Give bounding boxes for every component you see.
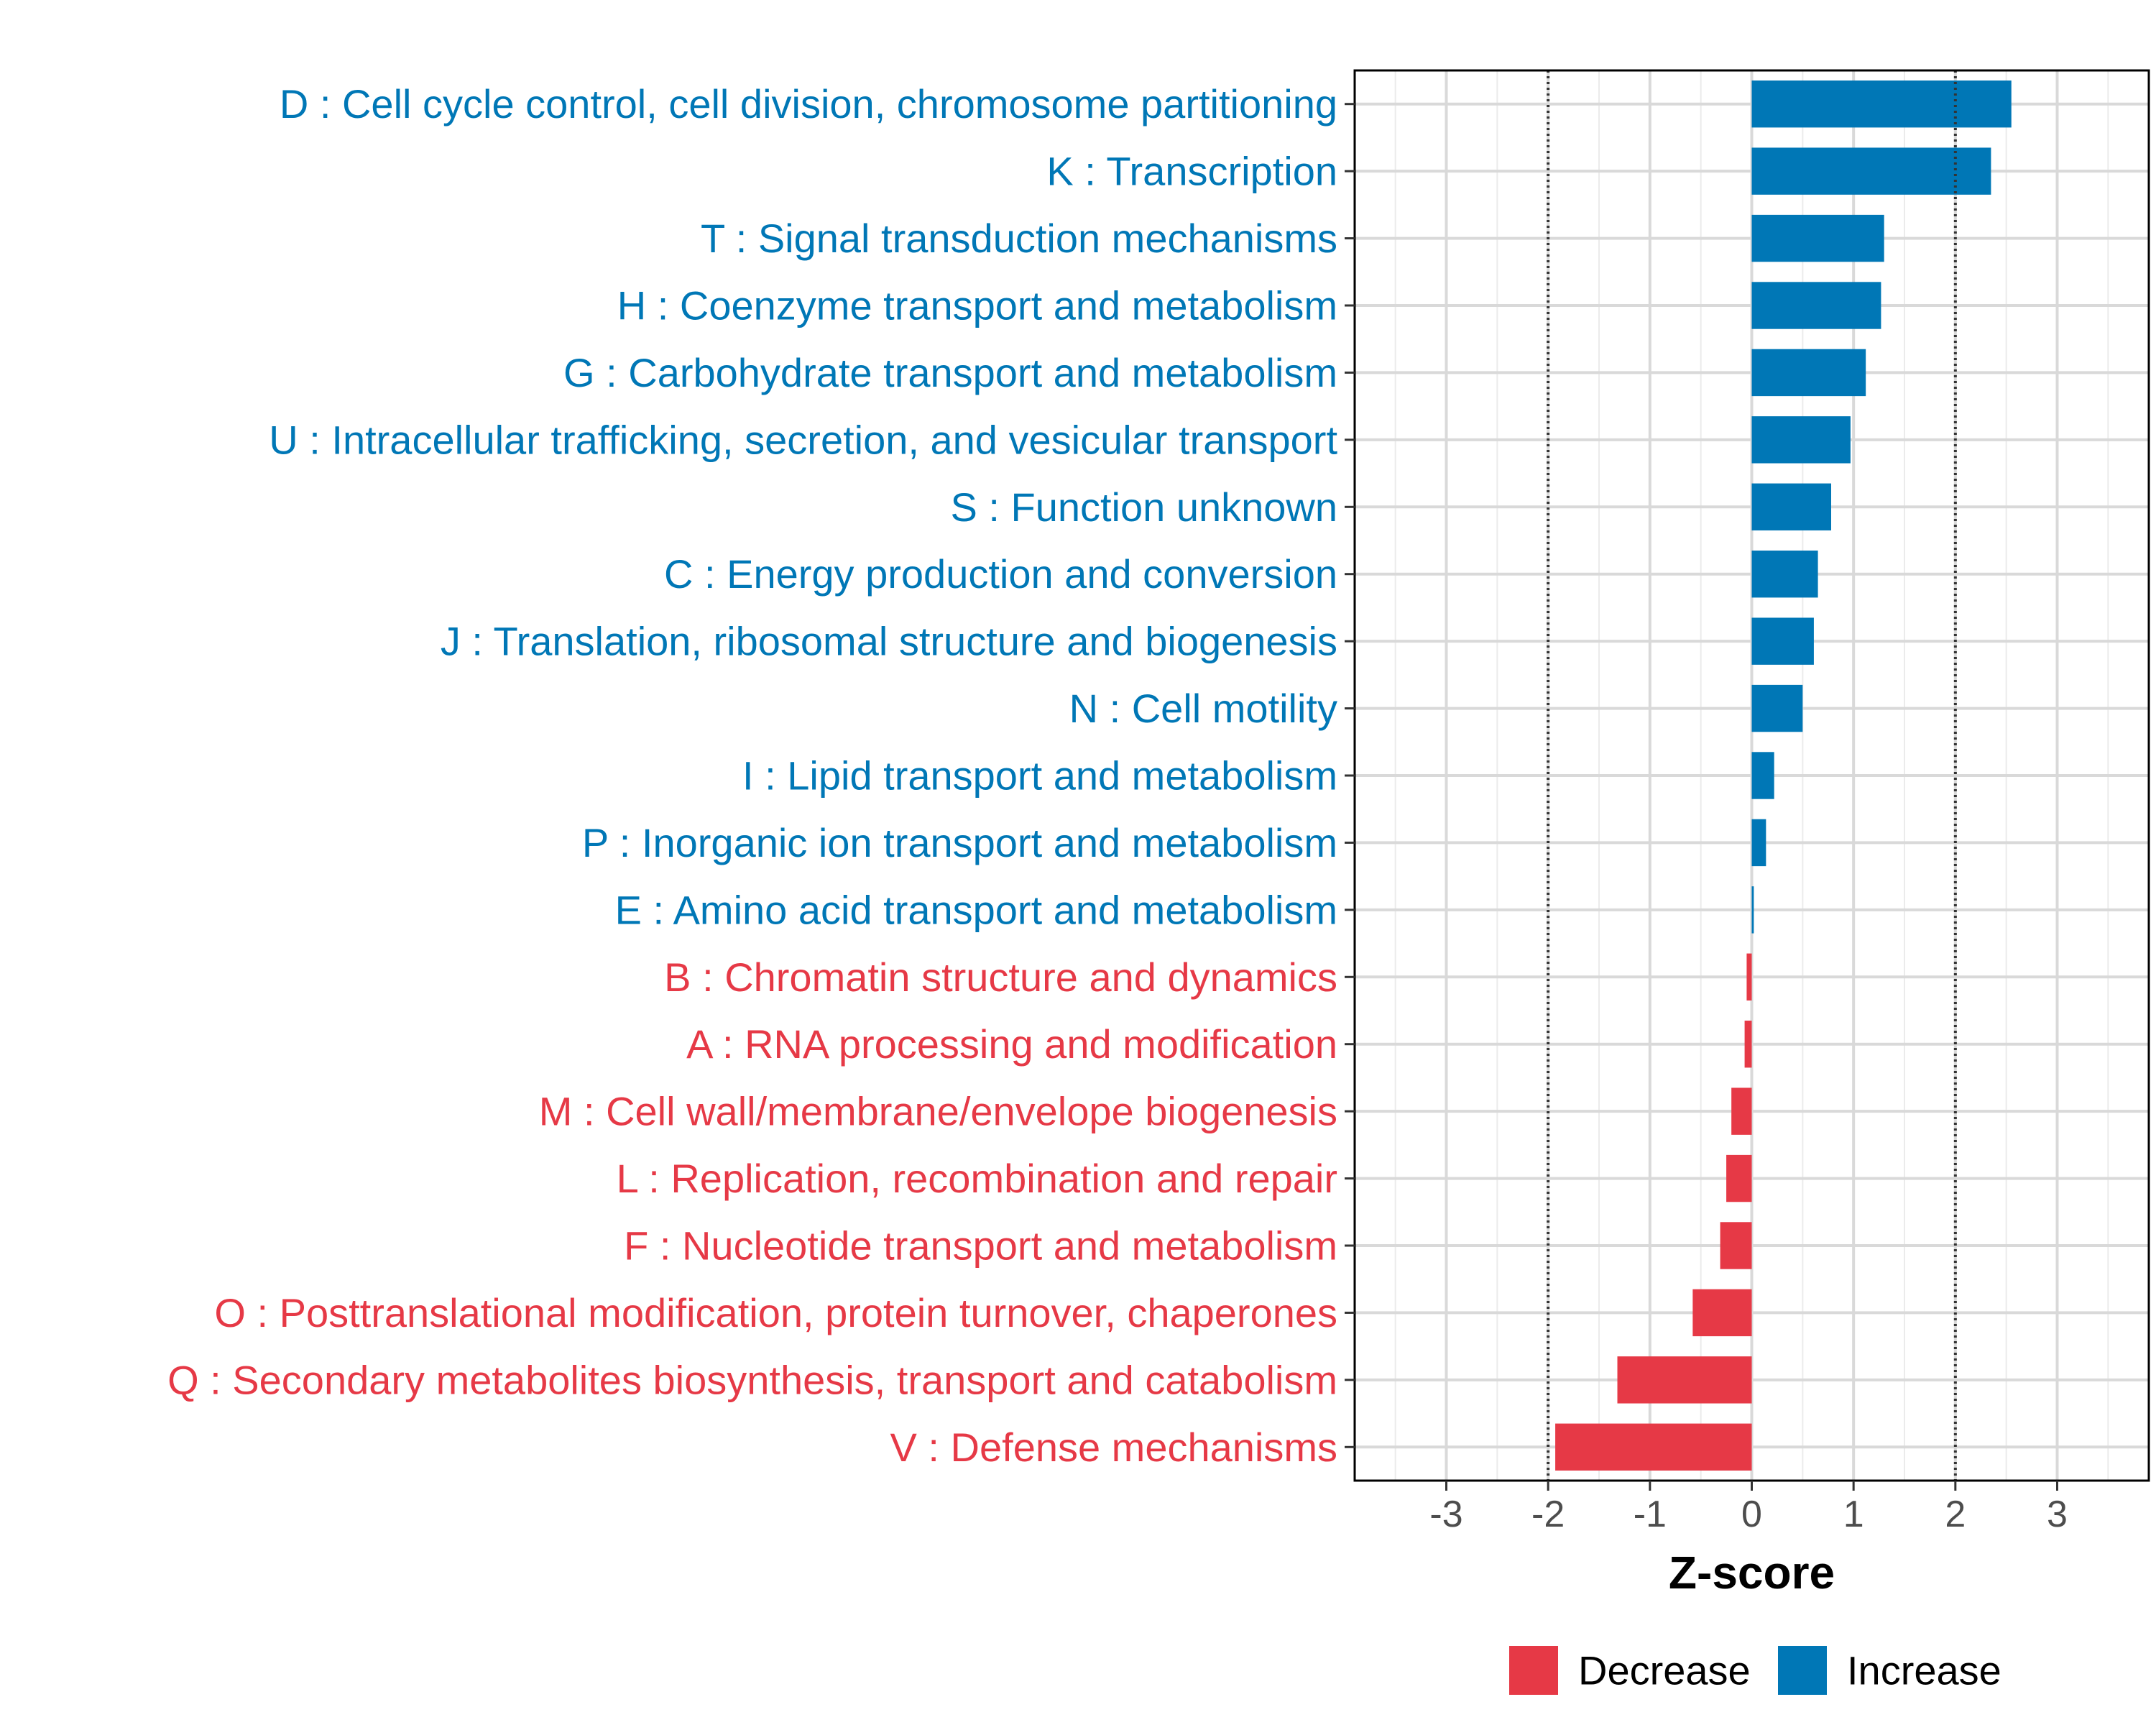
category-label: D : Cell cycle control, cell division, c… — [280, 81, 1337, 126]
category-label: P : Inorganic ion transport and metaboli… — [582, 820, 1337, 865]
category-label: K : Transcription — [1046, 149, 1337, 194]
category-label: Q : Secondary metabolites biosynthesis, … — [167, 1357, 1337, 1402]
category-label: J : Translation, ribosomal structure and… — [441, 619, 1337, 664]
bars — [1555, 80, 2012, 1471]
bar — [1744, 1021, 1752, 1068]
category-label: L : Replication, recombination and repai… — [617, 1156, 1337, 1201]
bar — [1692, 1289, 1752, 1337]
legend-swatch — [1778, 1646, 1827, 1695]
category-label: G : Carbohydrate transport and metabolis… — [563, 350, 1337, 395]
category-label: E : Amino acid transport and metabolism — [615, 887, 1337, 932]
y-axis: D : Cell cycle control, cell division, c… — [167, 81, 1355, 1470]
bar — [1751, 80, 2012, 128]
x-tick-label: -1 — [1634, 1494, 1667, 1535]
category-label: M : Cell wall/membrane/envelope biogenes… — [539, 1089, 1337, 1134]
category-label: C : Energy production and conversion — [664, 551, 1337, 597]
x-axis: -3 -2 -1 0 1 2 3 — [1429, 1481, 2068, 1535]
category-label: V : Defense mechanisms — [890, 1425, 1337, 1470]
x-tick-label: 1 — [1843, 1494, 1864, 1535]
x-tick-label: 0 — [1741, 1494, 1762, 1535]
bar — [1751, 147, 1991, 195]
x-tick-label: 3 — [2047, 1494, 2068, 1535]
category-label: I : Lipid transport and metabolism — [742, 753, 1337, 799]
category-label: N : Cell motility — [1069, 686, 1337, 731]
category-label: F : Nucleotide transport and metabolism — [624, 1223, 1337, 1269]
bar — [1555, 1423, 1752, 1471]
bar — [1731, 1087, 1752, 1135]
category-label: B : Chromatin structure and dynamics — [664, 954, 1337, 1000]
bar — [1751, 416, 1851, 464]
bar — [1751, 617, 1814, 665]
x-tick-label: -3 — [1429, 1494, 1462, 1535]
bar — [1617, 1356, 1752, 1404]
legend: Decrease Increase — [1509, 1646, 2001, 1695]
bar — [1751, 282, 1881, 329]
bar — [1726, 1154, 1752, 1202]
legend-swatch — [1509, 1646, 1558, 1695]
bar — [1746, 953, 1752, 1000]
x-tick-label: -2 — [1531, 1494, 1565, 1535]
x-axis-title: Z-score — [1669, 1547, 1835, 1598]
category-label: T : Signal transduction mechanisms — [701, 216, 1337, 261]
legend-label: Increase — [1847, 1648, 2001, 1693]
bar — [1720, 1222, 1752, 1269]
category-label: A : RNA processing and modification — [686, 1021, 1337, 1067]
category-label: U : Intracellular trafficking, secretion… — [269, 417, 1337, 462]
grid — [1355, 70, 2149, 1481]
legend-label: Decrease — [1578, 1648, 1751, 1693]
category-label: H : Coenzyme transport and metabolism — [617, 283, 1337, 328]
bar — [1751, 886, 1754, 934]
bar — [1751, 551, 1818, 598]
category-label: S : Function unknown — [950, 484, 1337, 530]
x-tick-label: 2 — [1945, 1494, 1966, 1535]
bar — [1751, 752, 1774, 799]
category-label: O : Posttranslational modification, prot… — [214, 1290, 1337, 1335]
bar — [1751, 214, 1884, 262]
bar — [1751, 349, 1866, 397]
bar — [1751, 819, 1766, 867]
bar — [1751, 483, 1831, 530]
bar — [1751, 684, 1803, 732]
